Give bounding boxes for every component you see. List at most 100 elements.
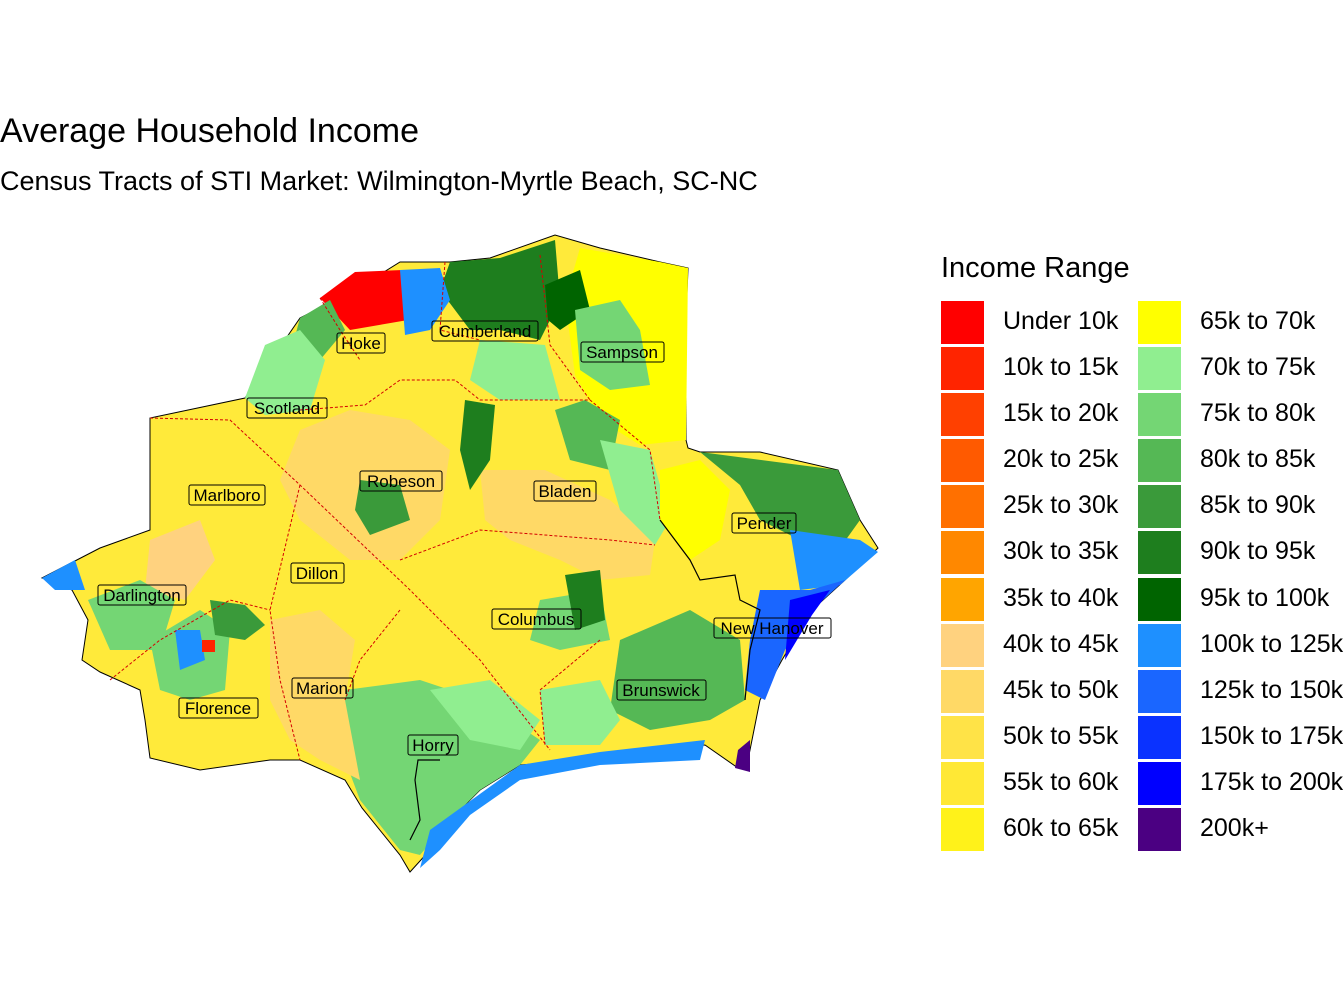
legend-label: 80k to 85k bbox=[1200, 445, 1316, 474]
legend-swatch bbox=[941, 393, 984, 437]
legend-swatch bbox=[1138, 669, 1181, 713]
tract-under-10k bbox=[320, 270, 408, 330]
legend-label: 25k to 30k bbox=[1003, 491, 1119, 520]
legend-swatch bbox=[1138, 577, 1181, 621]
tract-bladen-east-green bbox=[600, 440, 670, 545]
legend-swatch bbox=[941, 347, 984, 391]
tract-200k bbox=[735, 740, 750, 772]
tract-bladen-darkgreen bbox=[460, 400, 495, 490]
svg-text:Marion: Marion bbox=[296, 679, 348, 698]
svg-text:Columbus: Columbus bbox=[498, 610, 575, 629]
svg-text:Robeson: Robeson bbox=[367, 472, 435, 491]
tract-pender-yellow bbox=[660, 460, 730, 560]
svg-text:Hoke: Hoke bbox=[341, 334, 381, 353]
legend-label: 55k to 60k bbox=[1003, 767, 1119, 796]
legend-swatch bbox=[1138, 808, 1181, 852]
county-label-robeson: Robeson bbox=[359, 470, 443, 492]
legend-swatch bbox=[941, 531, 984, 575]
coastline bbox=[409, 519, 761, 841]
county-label-bladen: Bladen bbox=[533, 480, 597, 502]
tract-fills bbox=[42, 240, 878, 868]
svg-text:Horry: Horry bbox=[412, 736, 454, 755]
legend-swatch bbox=[941, 439, 984, 483]
legend-swatch bbox=[941, 808, 984, 852]
legend-swatch bbox=[1138, 715, 1181, 759]
map-title: Average Household Income bbox=[0, 112, 419, 150]
tract-marion-orange bbox=[270, 610, 360, 780]
legend-swatch bbox=[941, 761, 984, 805]
svg-text:Cumberland: Cumberland bbox=[439, 322, 532, 341]
legend-label: 85k to 90k bbox=[1200, 491, 1316, 520]
legend-label: 95k to 100k bbox=[1200, 583, 1330, 612]
tract-robeson-green bbox=[355, 480, 410, 535]
legend-label: 10k to 15k bbox=[1003, 353, 1119, 382]
county-boundaries bbox=[109, 254, 661, 761]
county-label-horry: Horry bbox=[407, 734, 459, 756]
county-label-marion: Marion bbox=[291, 677, 354, 699]
county-label-new-hanover: New Hanover bbox=[713, 617, 832, 639]
svg-text:New Hanover: New Hanover bbox=[721, 619, 824, 638]
county-label-sampson: Sampson bbox=[580, 341, 665, 363]
legend-swatch bbox=[1138, 347, 1181, 391]
tract-brunswick-lightgreen bbox=[540, 680, 620, 745]
legend-swatch bbox=[1138, 761, 1181, 805]
tract-cumberland-blue bbox=[400, 268, 450, 335]
county-label-marlboro: Marlboro bbox=[188, 484, 266, 506]
legend-swatch bbox=[941, 577, 984, 621]
svg-text:Scotland: Scotland bbox=[254, 399, 320, 418]
tract-darlington-green bbox=[88, 580, 175, 650]
county-labels: Hoke Cumberland Sampson Scotland Robeson… bbox=[97, 320, 832, 756]
legend-label: 40k to 45k bbox=[1003, 629, 1119, 658]
legend-title: Income Range bbox=[941, 252, 1130, 284]
county-label-columbus: Columbus bbox=[491, 608, 582, 630]
tract-central-green bbox=[470, 340, 560, 400]
legend-label: 90k to 95k bbox=[1200, 537, 1316, 566]
tract-pender-blue bbox=[790, 530, 878, 590]
county-label-brunswick: Brunswick bbox=[616, 679, 707, 701]
legend-swatch bbox=[941, 715, 984, 759]
choropleth-map: Hoke Cumberland Sampson Scotland Robeson… bbox=[40, 234, 879, 873]
legend-swatch bbox=[941, 485, 984, 529]
county-label-hoke: Hoke bbox=[336, 332, 386, 354]
map-subtitle: Census Tracts of STI Market: Wilmington-… bbox=[0, 166, 758, 196]
legend-swatch bbox=[1138, 623, 1181, 667]
tract-bladen-orange bbox=[480, 470, 655, 580]
tract-horry-blue bbox=[420, 740, 705, 868]
legend-label: 100k to 125k bbox=[1200, 629, 1344, 658]
tract-cumberland-green bbox=[440, 240, 560, 340]
tract-florence-dark bbox=[210, 600, 265, 640]
tract-columbus-darkgreen bbox=[565, 570, 605, 630]
tract-sampson-green bbox=[575, 300, 650, 390]
svg-text:Dillon: Dillon bbox=[296, 564, 339, 583]
tract-scotland-green bbox=[245, 330, 325, 415]
legend-swatch bbox=[1138, 439, 1181, 483]
tract-newhanover-darkblue bbox=[785, 590, 830, 660]
legend-label: 65k to 70k bbox=[1200, 307, 1316, 335]
legend-swatch bbox=[1138, 393, 1181, 437]
tract-marlboro-orange bbox=[145, 520, 215, 600]
legend-label: 125k to 150k bbox=[1200, 675, 1344, 704]
tract-newhanover-blue bbox=[745, 580, 845, 700]
legend-label: 200k+ bbox=[1200, 814, 1269, 843]
county-label-scotland: Scotland bbox=[246, 397, 328, 419]
legend-swatch bbox=[1138, 485, 1181, 529]
svg-text:Florence: Florence bbox=[185, 699, 251, 718]
legend-swatch bbox=[1138, 531, 1181, 575]
svg-text:Sampson: Sampson bbox=[586, 343, 658, 362]
legend-label: 30k to 35k bbox=[1003, 537, 1119, 566]
legend-label: Under 10k bbox=[1003, 307, 1119, 335]
legend-swatch bbox=[941, 669, 984, 713]
legend-swatch bbox=[1138, 301, 1181, 344]
legend-label: 175k to 200k bbox=[1200, 767, 1344, 796]
svg-text:Marlboro: Marlboro bbox=[193, 486, 260, 505]
tract-pender-green bbox=[700, 452, 860, 555]
county-label-darlington: Darlington bbox=[97, 584, 187, 606]
svg-text:Bladen: Bladen bbox=[539, 482, 592, 501]
legend-label: 45k to 50k bbox=[1003, 675, 1119, 704]
county-label-dillon: Dillon bbox=[290, 562, 345, 584]
legend-label: 35k to 40k bbox=[1003, 583, 1119, 612]
svg-text:Pender: Pender bbox=[737, 514, 792, 533]
county-label-florence: Florence bbox=[178, 697, 259, 719]
tract-darlington-blue bbox=[42, 560, 85, 590]
svg-text:Darlington: Darlington bbox=[103, 586, 181, 605]
